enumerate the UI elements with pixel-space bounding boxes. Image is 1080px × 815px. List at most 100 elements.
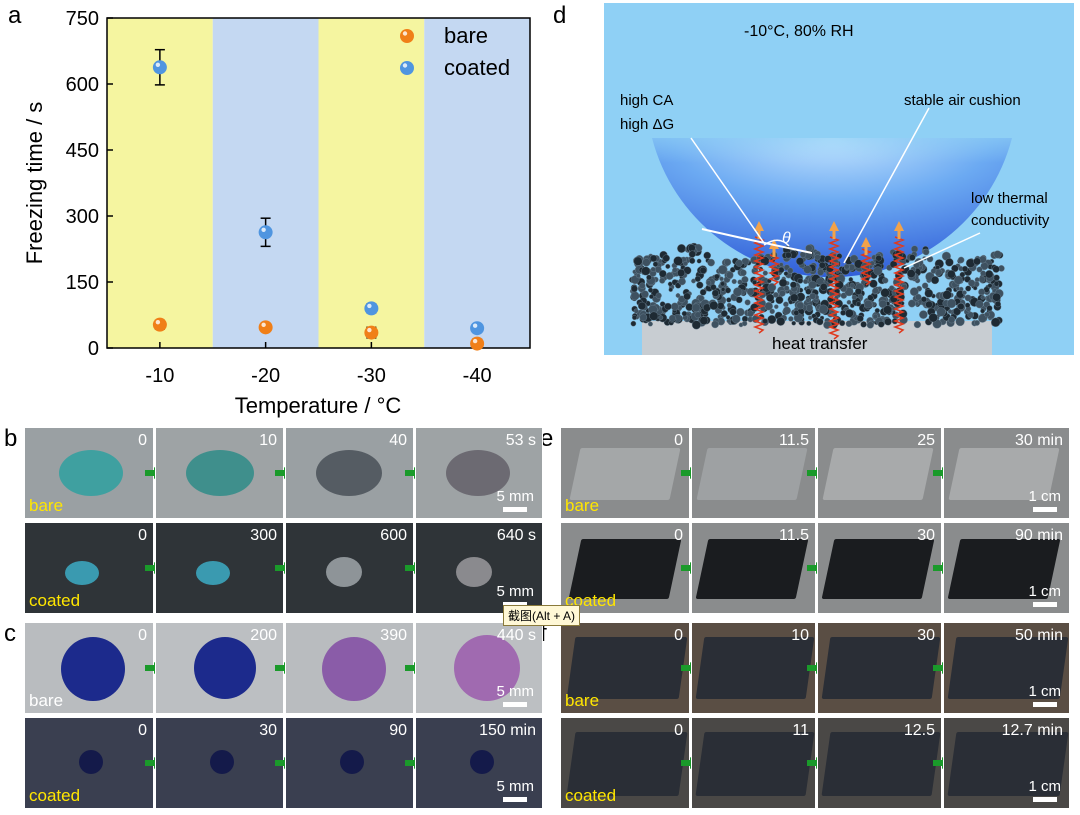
coating-particle	[719, 276, 724, 282]
time-stamp: 12.7 min	[1001, 722, 1063, 739]
coating-particle	[639, 313, 648, 322]
scale-bar: 5 mm	[497, 683, 534, 707]
y-axis-label: Freezing time / s	[22, 102, 47, 265]
coating-particle	[668, 314, 676, 322]
coating-particle	[724, 287, 731, 294]
c-bare-frame: 440 s 5 mm	[415, 622, 543, 714]
coating-particle	[659, 269, 667, 278]
time-stamp: 0	[138, 627, 147, 644]
legend-marker	[400, 61, 414, 75]
coating-particle	[947, 270, 956, 279]
e-bare-frame: 30 min 1 cm	[943, 427, 1070, 519]
coating-particle	[773, 304, 779, 310]
sample-label: coated	[29, 786, 81, 805]
c-bare-sample	[322, 637, 386, 701]
scale-bar-label: 1 cm	[1028, 488, 1061, 505]
heat-wave	[827, 236, 841, 340]
time-stamp: 0	[674, 432, 683, 449]
coating-particle	[735, 296, 743, 304]
time-stamp: 640 s	[496, 527, 536, 544]
droplet-top-fade	[644, 123, 1024, 163]
coating-particle	[973, 285, 978, 291]
coating-particle	[726, 302, 732, 308]
coating-particle	[807, 315, 813, 320]
c-bare-sample	[61, 637, 125, 701]
coating-particle	[779, 289, 786, 297]
b-bare-frame: 10	[155, 427, 284, 519]
coating-particle	[649, 254, 658, 263]
coating-particle	[795, 257, 804, 266]
coating-particle	[775, 296, 784, 305]
coating-particle	[639, 282, 646, 289]
panel-letter-b: b	[4, 425, 18, 452]
scale-bar-label: 1 cm	[1028, 778, 1061, 795]
f-bare-frame: 0 bare	[560, 622, 690, 714]
coating-particle	[860, 321, 867, 328]
coating-particle	[922, 248, 930, 256]
coating-particle	[672, 267, 678, 273]
coating-particle	[691, 303, 701, 313]
point-highlight	[367, 327, 372, 333]
coating-particle	[866, 321, 874, 329]
coating-particle	[694, 275, 701, 283]
coating-particle	[737, 279, 743, 285]
coating-particle	[955, 286, 960, 291]
point-highlight	[155, 319, 161, 325]
coating-particle	[630, 285, 638, 293]
coating-particle	[964, 302, 971, 308]
coating-particle	[694, 311, 702, 319]
f-coated-sample	[695, 732, 815, 796]
data-point-bare	[470, 336, 485, 351]
time-stamp: 30 min	[1014, 432, 1063, 449]
f-coated-sample	[821, 732, 941, 796]
heat-arrow-head	[861, 237, 871, 247]
coating-particle	[809, 292, 817, 300]
b-coated-sample	[196, 561, 230, 585]
coating-particle	[947, 309, 953, 314]
scale-bar-line	[1032, 507, 1057, 512]
coating-particle	[911, 245, 919, 253]
coating-particle	[793, 309, 800, 316]
coating-particle	[973, 257, 981, 266]
coating-particle	[703, 251, 711, 260]
data-point-bare	[258, 320, 273, 335]
screenshot-tooltip: 截图(Alt + A)	[503, 605, 581, 626]
heat-arrow-head	[754, 221, 764, 231]
scale-bar: 5 mm	[497, 488, 534, 512]
coating-particle	[957, 256, 965, 264]
coating-particle	[805, 288, 812, 295]
heat-arrow-head	[894, 221, 904, 231]
coating-particle	[993, 281, 1000, 287]
b-bare-frame: 40	[285, 427, 414, 519]
panel-letter-e: e	[540, 425, 554, 452]
f-coated-frame: 12.5	[817, 717, 942, 809]
coating-particle	[636, 273, 641, 279]
coating-particle	[961, 265, 969, 273]
scale-bar: 1 cm	[1028, 488, 1061, 512]
f-bare-frame: 30	[817, 622, 942, 714]
y-tick-label: 0	[88, 338, 99, 360]
b-coated-frame: 640 s 5 mm	[415, 522, 543, 614]
f-bare-sample	[821, 637, 941, 699]
coating-particle	[717, 265, 728, 275]
coating-particle	[965, 285, 972, 292]
point-highlight	[472, 323, 478, 328]
time-stamp: 30	[917, 527, 935, 544]
point-highlight	[155, 62, 161, 67]
porous-coating-layer	[629, 242, 1005, 330]
coating-particle	[746, 310, 754, 318]
f-coated-frame: 12.7 min 1 cm	[943, 717, 1070, 809]
coating-particle	[776, 316, 786, 326]
data-point-coated	[258, 225, 273, 240]
coating-particle	[803, 278, 809, 285]
coating-particle	[659, 277, 666, 284]
coating-particle	[725, 314, 731, 320]
f-bare-sample	[695, 637, 815, 699]
coating-particle	[767, 283, 777, 292]
time-stamp: 90 min	[1014, 527, 1063, 544]
e-bare-frame: 0 bare	[560, 427, 690, 519]
coating-particle	[818, 261, 826, 269]
coating-particle	[797, 277, 804, 284]
point-highlight	[261, 227, 266, 232]
x-axis-label: Temperature / °C	[235, 393, 402, 418]
